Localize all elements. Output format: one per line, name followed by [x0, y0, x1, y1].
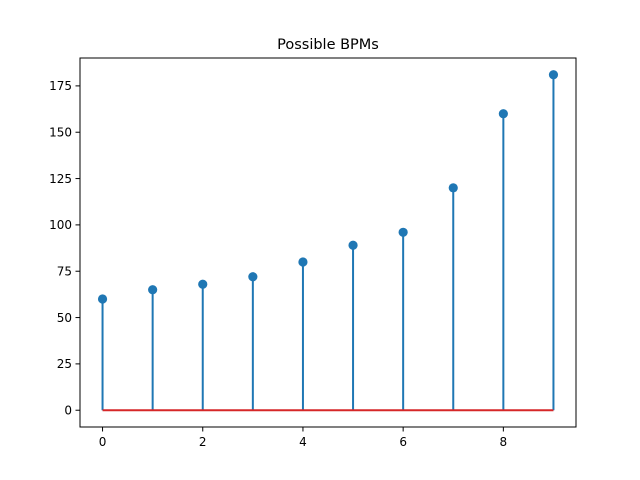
data-point [198, 279, 208, 289]
data-point [498, 109, 508, 119]
y-tick-label: 175 [49, 79, 72, 93]
data-point [97, 294, 108, 304]
stems-layer [101, 74, 555, 411]
plot-frame [79, 57, 577, 428]
y-tick-label: 125 [49, 172, 72, 186]
data-point [298, 257, 308, 267]
y-tick-label: 75 [57, 265, 72, 279]
y-tick-label: 25 [57, 357, 72, 371]
markers-layer [97, 70, 559, 304]
data-point [448, 183, 458, 193]
chart-title: Possible BPMs [277, 37, 379, 53]
data-point [348, 240, 358, 250]
data-point [548, 70, 559, 80]
y-tick-label: 50 [57, 311, 72, 325]
data-point [398, 227, 408, 237]
axes-layer: 0 2 4 6 8 0 25 50 75 100 125 150 175 [49, 57, 577, 449]
x-tick-label: 0 [99, 435, 107, 449]
x-tick-label: 4 [299, 435, 307, 449]
x-tick-label: 2 [199, 435, 207, 449]
y-tick-label: 150 [49, 126, 72, 140]
y-tick-label: 100 [49, 218, 72, 232]
data-point [148, 285, 158, 295]
x-tick-label: 8 [500, 435, 508, 449]
y-tick-label: 0 [64, 404, 72, 418]
x-tick-label: 6 [399, 435, 407, 449]
data-point [248, 272, 258, 282]
